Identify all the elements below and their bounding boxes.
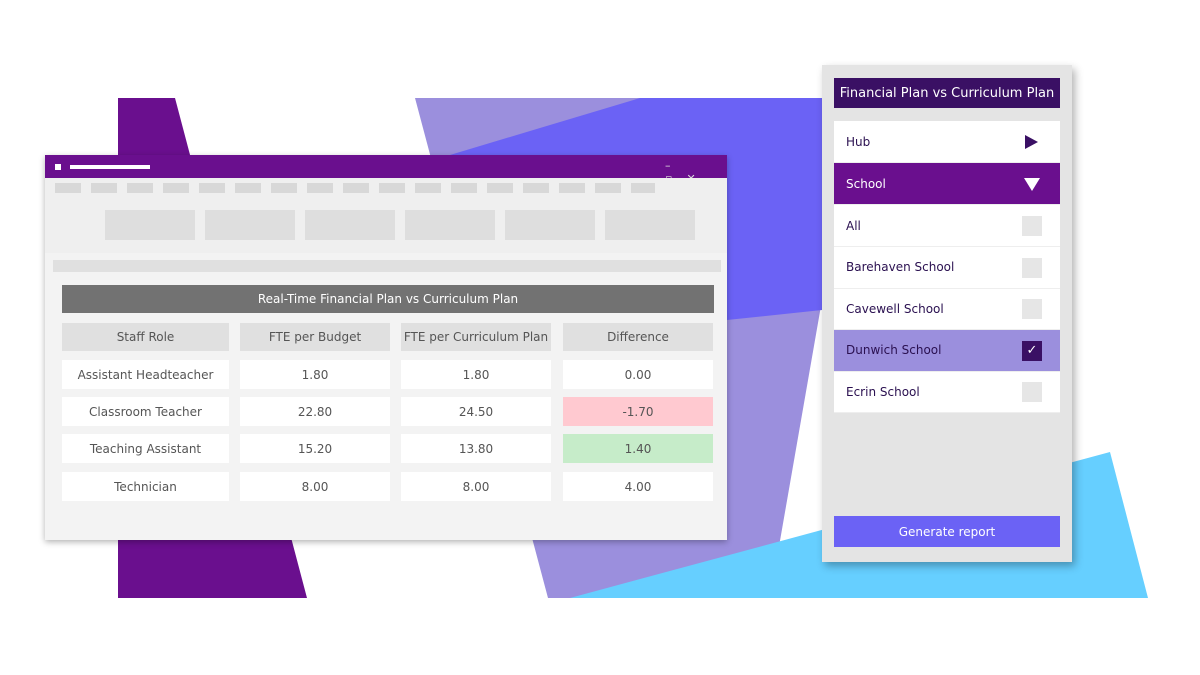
table-cell: 0.00 bbox=[563, 360, 713, 389]
table-cell: 15.20 bbox=[240, 434, 390, 463]
school-option[interactable]: Ecrin School bbox=[834, 371, 1060, 413]
table-cell: 22.80 bbox=[240, 397, 390, 426]
title-placeholder bbox=[70, 165, 150, 169]
option-label: Barehaven School bbox=[846, 260, 955, 275]
formula-bar bbox=[53, 260, 721, 272]
school-option[interactable]: Dunwich School ✓ bbox=[834, 330, 1060, 372]
table-cell: 24.50 bbox=[401, 397, 551, 426]
table-cell: 1.40 bbox=[563, 434, 713, 463]
table-cell: 1.80 bbox=[240, 360, 390, 389]
column-header: Staff Role bbox=[62, 323, 229, 351]
table-cell: 1.80 bbox=[401, 360, 551, 389]
checkbox[interactable] bbox=[1022, 299, 1042, 320]
generate-button[interactable]: Generate report bbox=[834, 516, 1060, 547]
ribbon bbox=[45, 178, 727, 253]
table-cell: 4.00 bbox=[563, 472, 713, 501]
option-label: Cavewell School bbox=[846, 301, 944, 316]
checkbox[interactable] bbox=[1022, 257, 1042, 278]
window: –▫✕ Real-Time Financial Plan vs Curricul… bbox=[45, 155, 727, 540]
toolbar bbox=[105, 210, 705, 240]
filter-panel: Financial Plan vs Curriculum Plan Genera… bbox=[822, 65, 1072, 562]
option-label: Ecrin School bbox=[846, 384, 920, 399]
table-cell: 13.80 bbox=[401, 434, 551, 463]
checkbox[interactable] bbox=[1022, 216, 1042, 236]
column-header: Difference bbox=[563, 323, 713, 351]
table-cell: Assistant Headteacher bbox=[62, 360, 229, 389]
group-row[interactable]: School bbox=[834, 163, 1060, 205]
table-cell: Technician bbox=[62, 472, 229, 501]
option-label: All bbox=[846, 218, 861, 233]
table-cell: -1.70 bbox=[563, 397, 713, 426]
menu bbox=[55, 183, 655, 193]
column-header: FTE per Budget bbox=[240, 323, 390, 351]
expand-arrow bbox=[1024, 178, 1040, 191]
school-option[interactable]: All bbox=[834, 205, 1060, 247]
table-cell: 8.00 bbox=[401, 472, 551, 501]
checkbox[interactable] bbox=[1022, 382, 1042, 403]
table-title-text: Real-Time Financial Plan vs Curriculum P… bbox=[257, 292, 519, 306]
expand-arrow bbox=[1025, 135, 1038, 149]
checkbox[interactable]: ✓ bbox=[1022, 340, 1042, 361]
column-header: FTE per Curriculum Plan bbox=[401, 323, 551, 351]
table-title: Real-Time Financial Plan vs Curriculum P… bbox=[62, 285, 714, 313]
group-row[interactable]: Hub bbox=[834, 121, 1060, 163]
school-option[interactable]: Cavewell School bbox=[834, 288, 1060, 330]
group-label: Hub bbox=[846, 134, 871, 149]
table-cell: Teaching Assistant bbox=[62, 434, 229, 463]
title-bar: –▫✕ bbox=[45, 155, 727, 185]
icon bbox=[55, 164, 61, 170]
school-option[interactable]: Barehaven School bbox=[834, 247, 1060, 289]
group-label: School bbox=[846, 176, 886, 191]
table-cell: Classroom Teacher bbox=[62, 397, 229, 426]
option-label: Dunwich School bbox=[846, 343, 942, 358]
table-cell: 8.00 bbox=[240, 472, 390, 501]
panel-title: Financial Plan vs Curriculum Plan bbox=[834, 78, 1060, 108]
